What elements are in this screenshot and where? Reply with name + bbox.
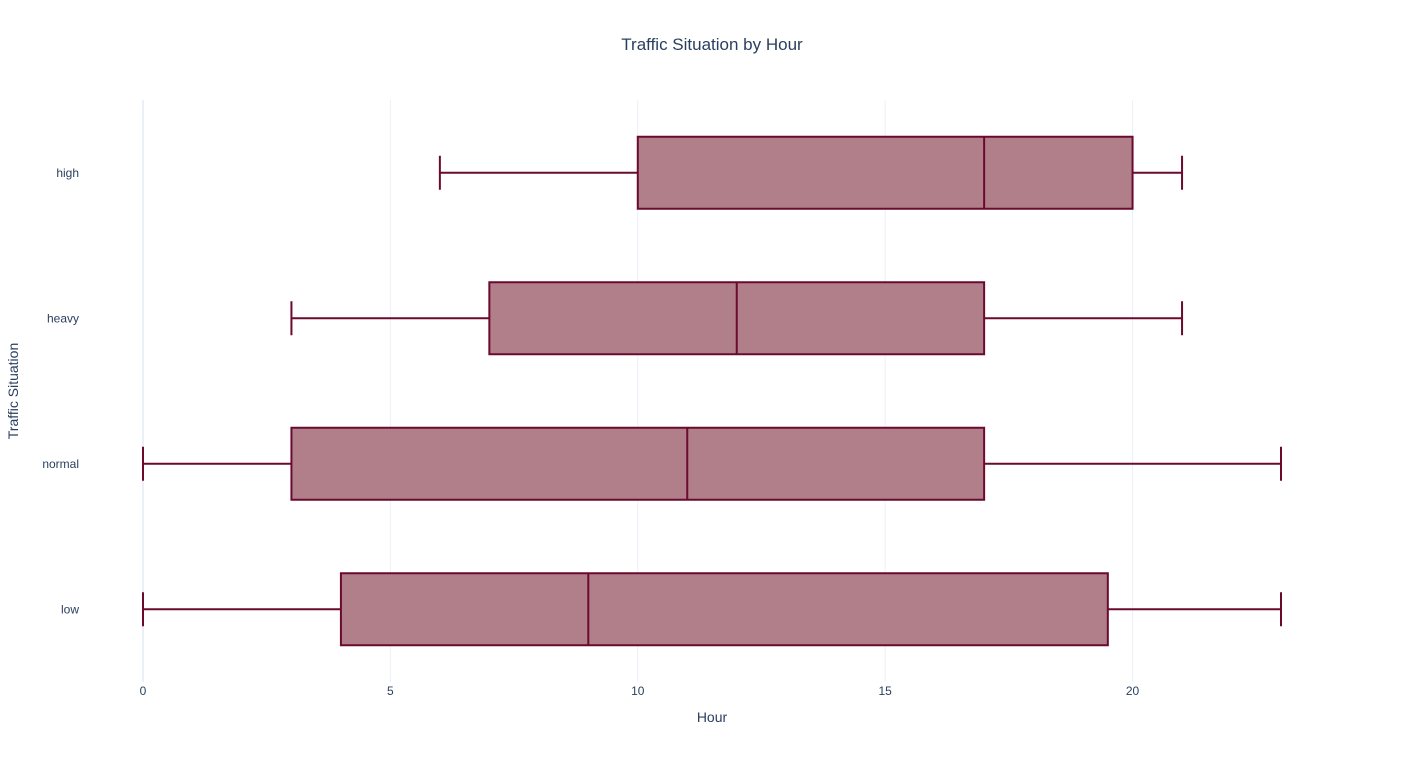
iqr-box <box>339 572 1109 647</box>
box-layer <box>142 135 1282 647</box>
x-tick-label: 20 <box>1126 684 1140 698</box>
x-tick-label: 0 <box>140 684 147 698</box>
x-tick-label: 5 <box>387 684 394 698</box>
iqr-box <box>290 426 986 501</box>
y-tick-label: normal <box>42 457 79 471</box>
x-tick-label: 10 <box>631 684 645 698</box>
x-axis-title: Hour <box>697 709 728 725</box>
y-axis-title: Traffic Situation <box>5 343 21 440</box>
box-normal <box>142 426 1282 501</box>
chart-title: Traffic Situation by Hour <box>621 35 803 54</box>
y-tick-label: heavy <box>47 311 79 325</box>
y-tick-label: low <box>61 602 79 616</box>
tick-layer: 0 5 10 15 20 low normal heavy high <box>42 166 1139 698</box>
iqr-box <box>636 135 1134 210</box>
box-high <box>438 135 1184 210</box>
y-tick-label: high <box>56 166 79 180</box>
box-heavy <box>290 281 1184 356</box>
x-tick-label: 15 <box>878 684 892 698</box>
box-low <box>142 572 1282 647</box>
